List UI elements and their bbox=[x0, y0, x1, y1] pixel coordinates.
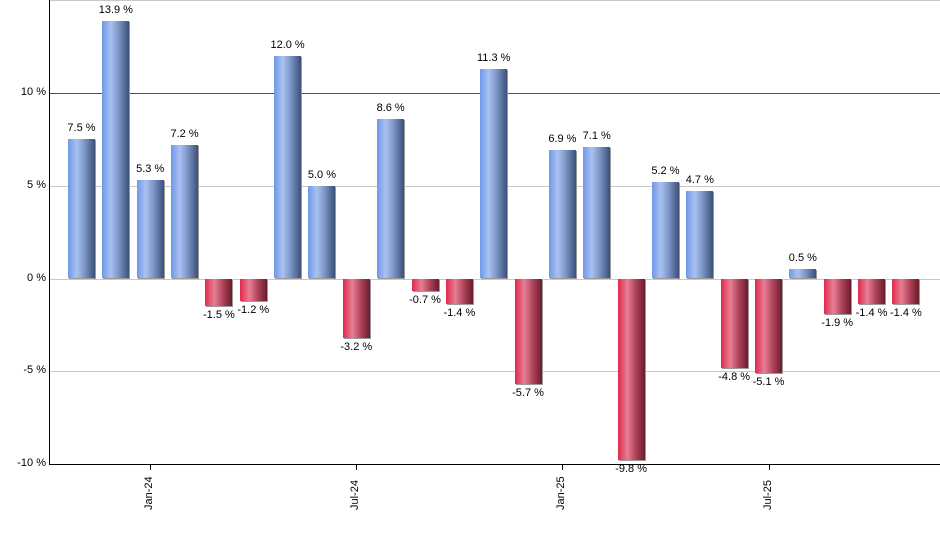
value-label: -0.7 % bbox=[409, 294, 441, 307]
bar-sep-24 bbox=[411, 278, 439, 292]
bar-dec-24 bbox=[514, 278, 542, 385]
y-axis bbox=[49, 0, 50, 465]
x-tick-mark bbox=[562, 465, 563, 470]
x-tick-label: Jan-25 bbox=[555, 476, 567, 510]
gridline bbox=[49, 279, 940, 280]
bar-mar-24 bbox=[205, 278, 233, 307]
value-label: -1.4 % bbox=[443, 307, 476, 320]
bar-oct-24 bbox=[445, 278, 473, 305]
value-label: 5.0 % bbox=[307, 168, 337, 181]
bar-dec-23 bbox=[102, 20, 130, 279]
bar-nov-23 bbox=[68, 139, 95, 279]
value-label: 12.0 % bbox=[270, 38, 305, 51]
bar-jun-25 bbox=[720, 278, 748, 368]
bar-jan-25 bbox=[548, 150, 576, 279]
top-gridline bbox=[49, 0, 940, 1]
value-label: 6.9 % bbox=[548, 133, 577, 146]
bar-apr-25 bbox=[651, 181, 679, 279]
value-label: 4.7 % bbox=[685, 174, 714, 187]
bar-may-25 bbox=[686, 191, 714, 279]
value-label: -1.9 % bbox=[821, 316, 854, 329]
value-label: 7.5 % bbox=[67, 122, 96, 135]
value-label: -1.4 % bbox=[855, 307, 888, 320]
value-label: 11.3 % bbox=[476, 51, 511, 64]
bar-apr-24 bbox=[239, 278, 267, 301]
x-tick-label: Jul-25 bbox=[762, 480, 774, 510]
value-label: -4.8 % bbox=[718, 370, 751, 383]
value-label: -5.1 % bbox=[752, 376, 785, 389]
bar-jul-25 bbox=[755, 278, 782, 374]
bar-nov-25 bbox=[892, 278, 920, 305]
value-label: -1.5 % bbox=[202, 309, 235, 322]
bar-oct-25 bbox=[858, 278, 886, 305]
value-label: 0.5 % bbox=[788, 252, 817, 265]
x-tick-mark bbox=[150, 465, 151, 470]
bar-mar-25 bbox=[617, 278, 645, 461]
bar-jun-24 bbox=[308, 185, 336, 279]
value-label: 5.2 % bbox=[651, 164, 680, 177]
gridline bbox=[49, 371, 940, 372]
value-label: -5.7 % bbox=[512, 387, 544, 400]
y-tick-label: -10 % bbox=[17, 457, 46, 469]
bar-feb-25 bbox=[583, 146, 611, 279]
y-tick-label: 0 % bbox=[27, 272, 46, 284]
value-label: 7.2 % bbox=[170, 127, 199, 140]
bar-jul-24 bbox=[342, 278, 370, 338]
bar-feb-24 bbox=[171, 144, 199, 279]
value-label: 5.3 % bbox=[136, 163, 165, 176]
x-tick-label: Jul-24 bbox=[349, 480, 361, 510]
y-tick-label: 10 % bbox=[20, 86, 46, 98]
x-tick-mark bbox=[356, 465, 357, 470]
y-tick-label: 5 % bbox=[27, 179, 46, 191]
value-label: -3.2 % bbox=[340, 340, 373, 353]
bar-nov-24 bbox=[480, 68, 508, 279]
y-tick-label: -5 % bbox=[23, 364, 46, 376]
value-label: -1.4 % bbox=[889, 307, 922, 320]
bar-sep-25 bbox=[823, 278, 851, 314]
bar-aug-24 bbox=[377, 118, 405, 279]
value-label: -1.2 % bbox=[237, 303, 270, 316]
value-label: 13.9 % bbox=[98, 3, 133, 16]
x-axis bbox=[49, 464, 940, 465]
bar-aug-25 bbox=[789, 269, 817, 279]
value-label: 7.1 % bbox=[582, 129, 611, 142]
x-tick-label: Jan-24 bbox=[143, 476, 155, 510]
bar-jan-24 bbox=[136, 180, 164, 279]
value-label: -9.8 % bbox=[615, 463, 647, 476]
value-label: 8.6 % bbox=[376, 101, 405, 114]
bar-may-24 bbox=[274, 55, 302, 279]
x-tick-mark bbox=[769, 465, 770, 470]
